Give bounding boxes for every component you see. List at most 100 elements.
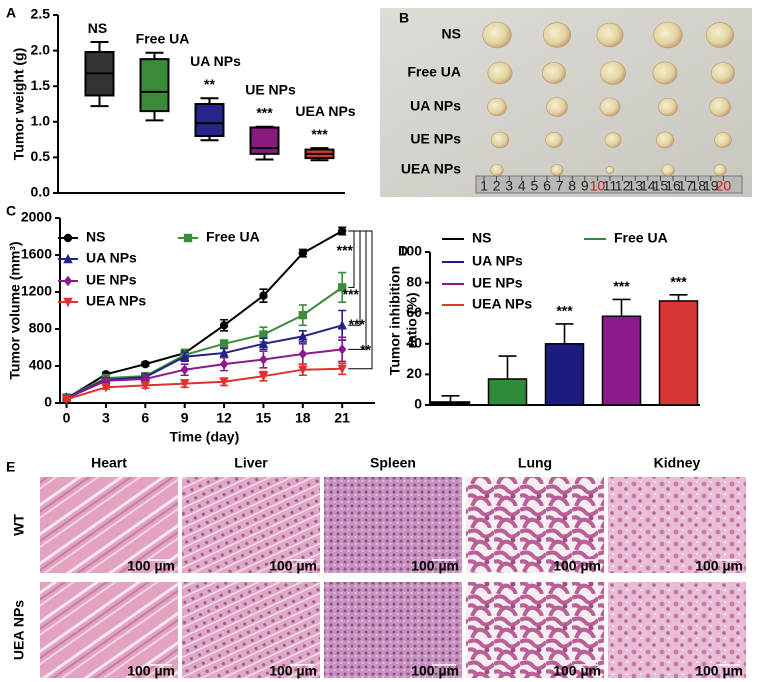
row-label: Free UA: [407, 64, 461, 80]
y-tick-label: 1.5: [31, 77, 51, 93]
column-label: Spleen: [370, 455, 416, 471]
scale-bar-label: 100 µm: [411, 558, 459, 574]
y-tick-label: 60: [406, 304, 422, 320]
marker: [141, 359, 150, 369]
row-label: UEA NPs: [11, 600, 27, 660]
column-label: Kidney: [654, 455, 701, 471]
marker: [298, 348, 308, 360]
column-label: Liver: [234, 455, 268, 471]
histology-image: [182, 582, 320, 678]
tumor: [546, 97, 568, 117]
x-tick-label: 12: [216, 410, 232, 426]
marker: [298, 248, 308, 258]
tumor: [600, 61, 626, 85]
legend-label: UEA NPs: [86, 293, 146, 309]
tumor: [705, 22, 735, 48]
histology-image: [466, 582, 604, 678]
error-bar: [555, 323, 574, 344]
tumor: [711, 62, 735, 84]
marker: [298, 365, 308, 375]
ruler-label: 14: [640, 178, 656, 194]
tumor: [545, 132, 563, 148]
x-tick-label: 15: [256, 410, 272, 426]
legend-label: UE NPs: [86, 272, 137, 288]
row-label: UA NPs: [410, 98, 461, 114]
category-label: UE NPs: [245, 81, 296, 97]
ruler-label: 3: [505, 178, 513, 194]
scale-bar-label: 100 µm: [127, 663, 175, 679]
tumor: [655, 131, 675, 149]
x-tick-label: 6: [141, 410, 149, 426]
bar: [430, 401, 471, 406]
panel-letter: D: [398, 243, 408, 259]
ruler-label: 10: [590, 178, 606, 194]
scale-bar-label: 100 µm: [411, 663, 459, 679]
panel-letter: B: [399, 10, 409, 26]
y-tick-label: 800: [29, 320, 53, 336]
x-tick-label: 3: [102, 410, 110, 426]
series-line: [66, 324, 343, 399]
error-bar: [669, 294, 688, 301]
error-bar: [498, 355, 517, 379]
scale-bar-label: 100 µm: [695, 663, 743, 679]
significance-label: ***: [311, 126, 328, 142]
histology-image: [182, 477, 320, 573]
ruler-label: 19: [703, 178, 719, 194]
box: [139, 58, 170, 113]
x-tick-label: 0: [63, 410, 71, 426]
significance-label: **: [360, 341, 371, 357]
bar: [544, 343, 585, 406]
significance-label: **: [204, 76, 215, 92]
box: [194, 103, 225, 138]
y-tick-label: 2000: [21, 209, 52, 225]
ruler-label: 7: [556, 178, 564, 194]
scale-bar-label: 100 µm: [553, 663, 601, 679]
tumor: [542, 62, 566, 84]
y-tick-label: 0.0: [31, 184, 51, 200]
ruler-label: 6: [543, 178, 551, 194]
row-label: UEA NPs: [401, 161, 461, 177]
bar: [601, 315, 642, 406]
tumor: [599, 97, 621, 117]
tumor: [605, 166, 615, 174]
tumor: [542, 22, 572, 48]
marker: [258, 371, 269, 382]
y-tick-label: 1.0: [31, 113, 51, 129]
y-tick-label: 400: [29, 357, 53, 373]
tumor: [596, 22, 624, 48]
tumor: [661, 163, 675, 177]
marker: [180, 364, 189, 375]
marker: [298, 310, 308, 320]
legend-label: Free UA: [614, 230, 668, 246]
y-tick-label: 2.0: [31, 41, 51, 57]
category-label: UEA NPs: [295, 103, 355, 119]
marker: [258, 338, 269, 348]
marker: [179, 351, 190, 361]
legend-label: UEA NPs: [472, 296, 532, 312]
x-tick-label: 18: [295, 410, 311, 426]
significance-label: ***: [256, 104, 273, 120]
y-tick-label: 40: [406, 335, 422, 351]
scale-bar-label: 100 µm: [127, 558, 175, 574]
histology-image: [324, 477, 462, 573]
series-line: [66, 348, 343, 400]
tumor: [653, 21, 683, 49]
tumor: [487, 97, 507, 117]
ruler-label: 16: [665, 178, 681, 194]
ruler-label: 17: [678, 178, 694, 194]
x-tick-label: 9: [181, 410, 189, 426]
tumor: [709, 97, 731, 117]
tumor: [550, 164, 564, 176]
histology-image: [324, 582, 462, 678]
ruler-label: 18: [690, 178, 706, 194]
marker: [63, 275, 73, 287]
marker: [337, 320, 347, 330]
significance-bracket: [348, 230, 355, 288]
legend-label: NS: [86, 229, 105, 245]
ruler-label: 12: [615, 178, 631, 194]
tumor: [714, 132, 732, 148]
y-tick-label: 20: [406, 365, 422, 381]
marker: [61, 395, 72, 405]
ruler-label: 1: [480, 178, 488, 194]
x-axis-label: Time (day): [169, 429, 239, 445]
